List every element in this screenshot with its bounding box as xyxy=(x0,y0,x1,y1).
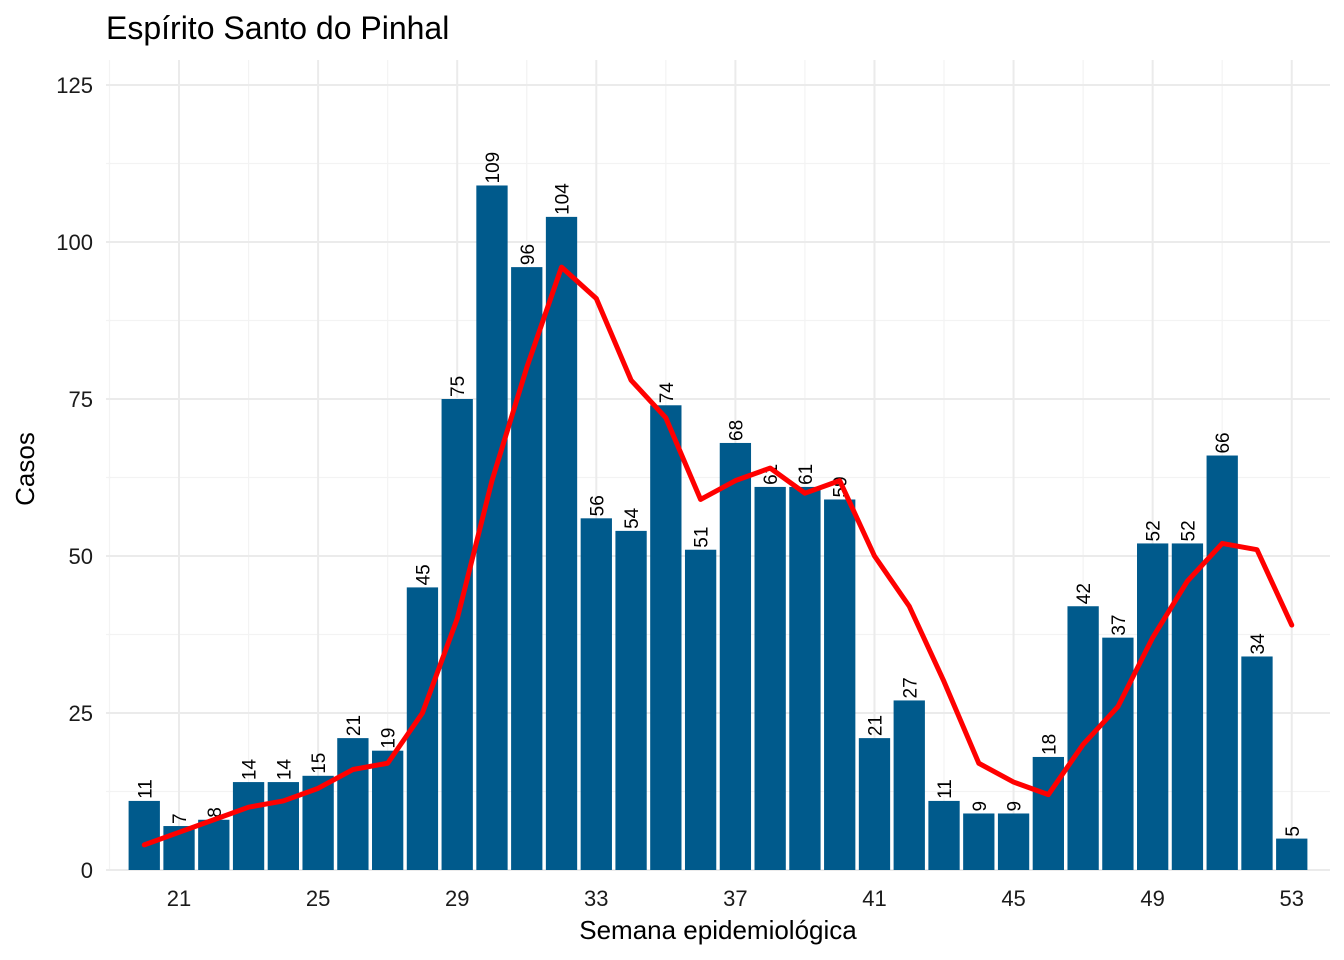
x-tick-labels: 21 25 29 33 37 41 45 49 53 xyxy=(167,886,1304,911)
bar-value-label: 11 xyxy=(935,779,956,799)
bar xyxy=(372,750,404,870)
bar xyxy=(824,499,856,870)
bar xyxy=(1276,838,1308,870)
bar-value-label: 56 xyxy=(587,495,608,516)
bar xyxy=(128,800,160,870)
bar xyxy=(928,800,960,870)
x-tick-label: 53 xyxy=(1280,886,1304,911)
bar-value-label: 8 xyxy=(205,807,226,818)
bar xyxy=(858,738,891,870)
bar xyxy=(337,738,369,870)
bar-value-label: 34 xyxy=(1248,633,1269,655)
bar-value-label: 52 xyxy=(1144,520,1165,541)
bar-value-label: 14 xyxy=(274,759,295,781)
bar xyxy=(615,530,647,870)
bar-value-label: 37 xyxy=(1109,614,1130,635)
bar xyxy=(580,518,612,870)
bar-value-label: 52 xyxy=(1178,520,1199,541)
x-tick-label: 41 xyxy=(862,886,886,911)
x-tick-label: 29 xyxy=(445,886,469,911)
bars xyxy=(128,185,1308,871)
bar xyxy=(893,700,925,870)
x-tick-label: 25 xyxy=(306,886,330,911)
x-tick-label: 21 xyxy=(167,886,191,911)
bar xyxy=(719,442,752,870)
bar xyxy=(1241,656,1273,870)
bar xyxy=(789,486,821,870)
bar xyxy=(1032,756,1064,870)
y-tick-label: 25 xyxy=(69,701,93,726)
trend-line xyxy=(141,264,1295,848)
bar-value-label: 54 xyxy=(622,507,643,529)
bar-value-label: 9 xyxy=(1005,801,1026,812)
bar xyxy=(232,782,265,870)
y-tick-label: 0 xyxy=(81,858,93,883)
bar-value-label: 5 xyxy=(1283,826,1304,837)
bar xyxy=(1137,543,1169,870)
y-tick-label: 100 xyxy=(56,230,93,255)
bar-value-label: 109 xyxy=(483,152,504,184)
x-axis-title: Semana epidemiológica xyxy=(579,915,857,945)
bar xyxy=(650,405,682,870)
bar-value-label: 66 xyxy=(1213,432,1234,453)
bar-value-label: 61 xyxy=(796,464,817,485)
x-tick-label: 37 xyxy=(723,886,747,911)
bar xyxy=(1171,543,1204,870)
bar xyxy=(198,819,230,870)
bar-value-label: 51 xyxy=(692,527,713,548)
bar-value-label: 45 xyxy=(413,564,434,585)
x-tick-label: 45 xyxy=(1001,886,1025,911)
bar-value-label: 104 xyxy=(553,183,574,215)
bar-value-label: 14 xyxy=(240,759,261,781)
bar-value-label: 9 xyxy=(970,801,991,812)
bar xyxy=(441,399,473,870)
y-tick-label: 125 xyxy=(56,73,93,98)
y-tick-labels: 0 25 50 75 100 125 xyxy=(56,73,93,883)
y-axis-title: Casos xyxy=(10,432,40,506)
bar xyxy=(754,486,786,870)
bar xyxy=(1102,637,1134,870)
bar-value-label: 7 xyxy=(170,813,191,824)
y-tick-label: 75 xyxy=(69,387,93,412)
bar-value-label: 75 xyxy=(448,376,469,397)
x-tick-label: 33 xyxy=(584,886,608,911)
bar xyxy=(997,813,1030,870)
x-tick-label: 49 xyxy=(1140,886,1164,911)
bar-value-label: 21 xyxy=(865,715,886,736)
bar xyxy=(511,267,543,870)
bar-value-label: 96 xyxy=(518,244,539,265)
bar-value-label: 27 xyxy=(900,677,921,698)
bar-value-label: 74 xyxy=(657,382,678,404)
chart-title: Espírito Santo do Pinhal xyxy=(106,10,449,46)
bar xyxy=(963,813,995,870)
bar-value-label: 15 xyxy=(309,753,330,774)
bar xyxy=(1067,606,1099,870)
bar xyxy=(1206,455,1238,870)
bar-value-label: 19 xyxy=(379,728,400,749)
y-tick-label: 50 xyxy=(69,544,93,569)
bar-value-label: 21 xyxy=(344,715,365,736)
bar-value-label: 42 xyxy=(1074,583,1095,604)
bar xyxy=(684,549,717,870)
bar-value-label: 18 xyxy=(1039,734,1060,755)
bar xyxy=(545,216,578,870)
bar-value-label: 11 xyxy=(135,779,156,799)
bar-value-label: 68 xyxy=(726,420,747,441)
